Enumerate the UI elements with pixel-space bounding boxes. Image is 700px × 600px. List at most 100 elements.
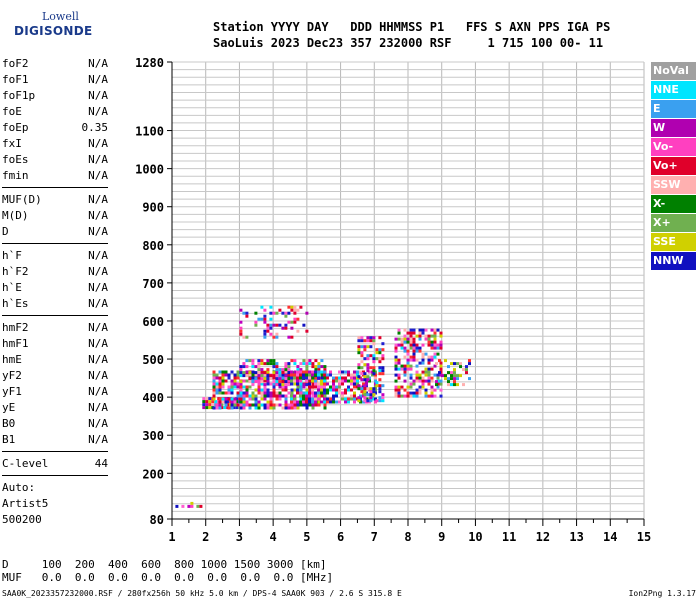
echo-point xyxy=(308,359,312,363)
echo-point xyxy=(248,380,252,384)
echo-point xyxy=(332,385,335,389)
echo-point xyxy=(302,359,306,363)
echo-point xyxy=(287,305,291,309)
echo-point xyxy=(272,380,276,384)
echo-point xyxy=(365,385,368,389)
echo-point xyxy=(381,384,385,388)
x-tick-label: 13 xyxy=(569,530,583,544)
echo-point xyxy=(433,355,437,359)
echo-point xyxy=(314,397,317,401)
echo-point xyxy=(263,394,267,398)
echo-point xyxy=(366,363,370,367)
echo-point xyxy=(272,406,276,410)
param-name: D xyxy=(2,225,9,238)
param-separator xyxy=(2,243,108,244)
echo-point xyxy=(409,328,413,332)
echo-point xyxy=(406,367,410,371)
param-name: M(D) xyxy=(2,209,29,222)
echo-point xyxy=(281,371,285,375)
echo-point xyxy=(394,361,398,365)
echo-point xyxy=(311,406,315,410)
echo-point xyxy=(412,355,416,359)
param-row: h`F N/A xyxy=(2,248,108,264)
echo-point xyxy=(350,379,353,383)
echo-point xyxy=(314,394,317,398)
echo-point xyxy=(430,340,434,344)
echo-point xyxy=(242,397,246,401)
echo-point xyxy=(242,374,246,378)
echo-point xyxy=(227,373,231,377)
echo-point xyxy=(338,385,341,389)
echo-point xyxy=(430,385,434,389)
echo-point xyxy=(263,329,267,333)
echo-point xyxy=(311,365,315,369)
echo-point xyxy=(323,373,326,377)
echo-point xyxy=(433,364,437,368)
echo-point xyxy=(308,380,312,384)
echo-point xyxy=(260,380,264,384)
echo-point xyxy=(409,364,413,368)
echo-point xyxy=(251,391,255,395)
echo-point xyxy=(290,382,293,386)
echo-point xyxy=(227,406,231,410)
echo-point xyxy=(212,379,216,383)
echo-point xyxy=(347,400,350,404)
echo-point xyxy=(293,379,296,383)
echo-point xyxy=(272,385,276,389)
echo-point xyxy=(305,376,308,380)
echo-point xyxy=(248,359,252,363)
echo-point xyxy=(296,391,299,395)
echo-point xyxy=(208,406,212,410)
echo-point xyxy=(242,371,246,375)
echo-point xyxy=(215,391,219,395)
echo-point xyxy=(215,403,219,407)
echo-point xyxy=(381,348,385,352)
echo-point xyxy=(409,385,413,389)
echo-point xyxy=(363,357,367,361)
echo-point xyxy=(236,394,240,398)
echo-point xyxy=(441,374,444,378)
param-value: N/A xyxy=(88,89,108,102)
echo-point xyxy=(453,380,456,384)
echo-point xyxy=(366,399,370,403)
echo-point xyxy=(254,377,258,381)
echo-point xyxy=(347,379,350,383)
echo-point xyxy=(314,379,317,383)
y-tick-label: 300 xyxy=(142,429,164,443)
echo-point xyxy=(218,391,222,395)
echo-point xyxy=(287,383,291,387)
echo-point xyxy=(356,379,359,383)
echo-point xyxy=(302,397,305,401)
echo-point xyxy=(269,332,273,336)
echo-point xyxy=(453,371,456,375)
echo-point xyxy=(287,377,291,381)
echo-point xyxy=(403,364,407,368)
echo-point xyxy=(366,336,370,340)
echo-point xyxy=(181,504,185,508)
param-name: h`F2 xyxy=(2,265,29,278)
echo-point xyxy=(397,343,401,347)
echo-point xyxy=(357,351,361,355)
echo-point xyxy=(245,403,249,407)
file-info: SAA0K_2023357232000.RSF / 280fx256h 50 k… xyxy=(2,589,402,598)
echo-point xyxy=(239,406,243,410)
echo-point xyxy=(353,370,356,374)
echo-point xyxy=(278,377,282,381)
echo-point xyxy=(418,361,422,365)
echo-point xyxy=(284,311,288,315)
param-name: yF1 xyxy=(2,385,22,398)
echo-point xyxy=(409,334,413,338)
echo-point xyxy=(308,385,311,389)
echo-point xyxy=(323,391,326,395)
echo-point xyxy=(233,382,237,386)
param-value: N/A xyxy=(88,337,108,350)
echo-point xyxy=(366,339,370,343)
echo-point xyxy=(320,359,324,363)
echo-point xyxy=(394,379,398,383)
echo-point xyxy=(284,374,288,378)
echo-point xyxy=(360,387,364,391)
echo-point xyxy=(245,374,249,378)
echo-point xyxy=(372,354,376,358)
echo-point xyxy=(311,400,314,404)
echo-point xyxy=(275,368,279,372)
